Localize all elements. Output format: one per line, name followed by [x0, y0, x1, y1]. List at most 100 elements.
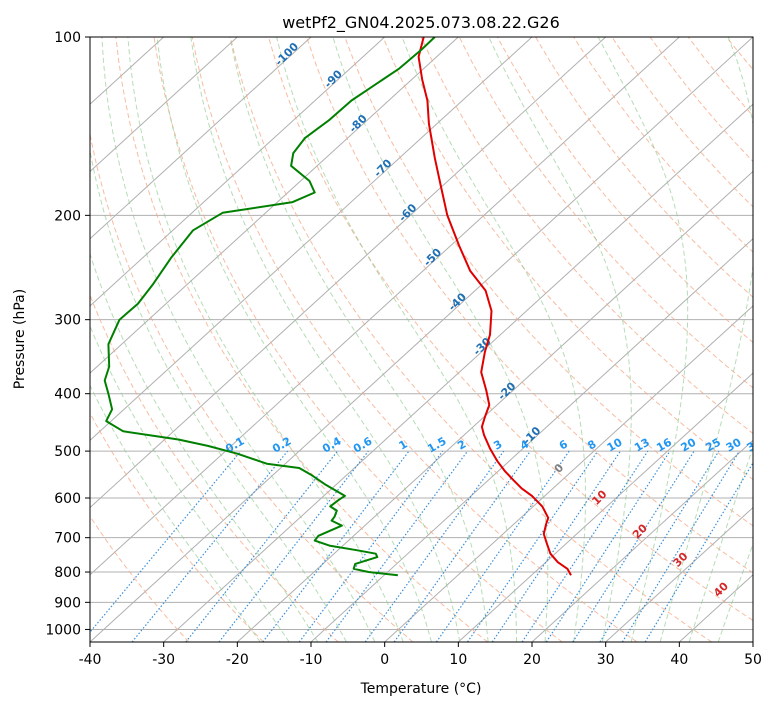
- moist-adiabat-line: [101, 37, 376, 642]
- dry-adiabat-line: [191, 37, 638, 642]
- dry-adiabat-line: [649, 37, 753, 163]
- mixing-ratio-label: 6: [557, 437, 570, 452]
- y-tick-label: 1000: [45, 622, 81, 638]
- background-lines: [90, 37, 775, 642]
- isotherm-line: [752, 641, 753, 642]
- adiabat-label: 0: [552, 461, 567, 476]
- moist-adiabat-line: [127, 37, 404, 642]
- mixing-ratio-label: 16: [654, 435, 674, 454]
- y-tick-label: 300: [54, 313, 81, 329]
- x-axis-label: Temperature (°C): [360, 681, 482, 697]
- dry-adiabat-line: [90, 515, 190, 642]
- mixing-ratio-label: 1: [397, 438, 410, 453]
- dry-adiabat-line: [229, 37, 712, 642]
- moist-adiabat-line: [332, 37, 549, 642]
- moist-adiabat-line: [688, 445, 753, 642]
- moist-adiabat-line: [229, 37, 489, 642]
- dry-adiabat-line: [420, 37, 753, 435]
- moist-adiabat-line: [717, 542, 753, 642]
- mixing-ratio-label: 36: [744, 435, 764, 454]
- dry-adiabat-line: [90, 131, 414, 642]
- y-tick-label: 800: [54, 565, 81, 581]
- mixing-ratio-line: [218, 450, 369, 642]
- isotherm-line: [90, 37, 753, 642]
- dry-adiabat-line: [496, 37, 753, 344]
- moist-adiabat-line: [90, 252, 319, 642]
- mixing-ratio-line: [325, 450, 469, 642]
- adiabat-label: 40: [711, 579, 731, 599]
- mixing-ratio-line: [521, 450, 649, 642]
- moist-adiabat-line: [401, 37, 586, 642]
- y-tick-label: 500: [54, 444, 81, 460]
- x-tick-label: -20: [226, 652, 249, 668]
- sounding-profiles: [103, 37, 572, 577]
- dry-adiabat-line: [268, 37, 753, 622]
- moist-adiabat-line: [597, 37, 689, 642]
- isotherm-line: [384, 305, 753, 642]
- isotherm-line: [90, 37, 386, 307]
- x-tick-label: -30: [152, 652, 175, 668]
- mixing-ratio-line: [131, 450, 289, 642]
- isotherm-line: [457, 372, 753, 642]
- x-tick-label: 20: [523, 652, 541, 668]
- moist-adiabat-line: [659, 37, 753, 642]
- dewpoint-profile: [103, 37, 436, 577]
- mixing-ratio-label: 3: [491, 438, 504, 453]
- isotherm-line: [236, 170, 753, 642]
- y-tick-label: 900: [54, 595, 81, 611]
- mixing-ratio-label: 8: [585, 438, 598, 453]
- mixing-ratio-line: [621, 450, 740, 642]
- mixing-ratio-label: 2: [455, 438, 468, 453]
- dry-adiabat-line: [115, 37, 488, 642]
- mixing-ratio-line: [435, 450, 570, 642]
- x-tick-label: 40: [670, 652, 688, 668]
- temperature-profile: [417, 37, 572, 576]
- isotherm-label: -60: [396, 201, 419, 224]
- mixing-ratio-line: [599, 450, 720, 642]
- isotherm-label: -70: [371, 156, 394, 179]
- isotherm-line: [90, 37, 680, 576]
- moist-adiabat-line: [276, 37, 517, 642]
- isotherm-label: -20: [495, 379, 518, 402]
- moist-adiabat-line: [488, 37, 632, 642]
- moist-adiabat-line: [190, 37, 461, 642]
- isotherm-line: [163, 103, 753, 642]
- mixing-ratio-label: 0.2: [270, 435, 293, 456]
- dry-adiabat-line: [535, 37, 753, 298]
- isotherm-line: [90, 37, 459, 374]
- mixing-ratio-line: [644, 461, 753, 642]
- mixing-ratio-label: 25: [703, 436, 723, 455]
- isotherm-line: [531, 439, 753, 642]
- isotherm-label: -100: [272, 40, 301, 69]
- mixing-ratio-line: [185, 450, 339, 642]
- mixing-ratio-line: [393, 450, 531, 642]
- dry-adiabat-line: [765, 37, 775, 642]
- plot-frame: [89, 36, 754, 643]
- y-axis: 100 200 300 400 500 600 700 800 900 1000: [45, 30, 90, 638]
- mixing-ratio-line: [90, 450, 242, 634]
- dry-adiabat-line: [306, 37, 753, 574]
- isotherm-label: -80: [347, 112, 370, 135]
- y-tick-label: 100: [54, 30, 81, 46]
- isotherm-line: [90, 37, 238, 173]
- x-tick-label: 10: [449, 652, 467, 668]
- mixing-ratio-line: [491, 450, 621, 642]
- dry-adiabat-line: [687, 37, 753, 117]
- adiabat-label: 20: [630, 521, 650, 541]
- mixing-ratio-line: [545, 450, 671, 642]
- y-tick-label: 700: [54, 531, 81, 547]
- x-tick-label: 0: [380, 652, 389, 668]
- moist-adiabat-line: [90, 384, 261, 642]
- dry-adiabat-line: [382, 37, 753, 481]
- y-tick-label: 200: [54, 208, 81, 224]
- x-tick-label: -40: [79, 652, 102, 668]
- isotherm-line: [90, 37, 533, 442]
- dry-adiabat-line: [153, 37, 563, 642]
- dry-adiabat-line: [90, 412, 264, 642]
- mixing-ratio-label: 0.4: [320, 434, 344, 455]
- y-tick-label: 400: [54, 387, 81, 403]
- mixing-ratio-line: [467, 450, 599, 642]
- isotherm-line: [90, 37, 607, 509]
- mixing-ratio-line: [364, 450, 505, 642]
